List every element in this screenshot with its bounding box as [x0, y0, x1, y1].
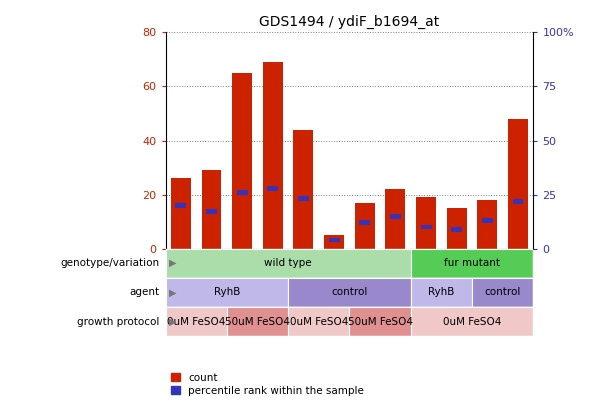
Bar [166, 249, 411, 278]
Bar [349, 307, 411, 336]
Bar [482, 218, 493, 223]
Text: RyhB: RyhB [213, 288, 240, 297]
Text: agent: agent [129, 288, 159, 297]
Text: GSM67657: GSM67657 [483, 250, 492, 300]
Bar [512, 199, 524, 204]
Text: GSM67663: GSM67663 [360, 250, 369, 300]
Bar [202, 170, 221, 249]
Bar [329, 238, 340, 243]
Text: GSM67656: GSM67656 [452, 250, 461, 300]
Bar [263, 62, 283, 249]
Text: 0uM FeSO4: 0uM FeSO4 [443, 317, 501, 326]
Bar [227, 307, 288, 336]
Bar [386, 189, 405, 249]
Bar [447, 208, 466, 249]
Text: GSM67655: GSM67655 [422, 250, 430, 300]
Bar [411, 278, 472, 307]
Bar [166, 278, 288, 307]
Bar [175, 203, 186, 208]
Text: ▶: ▶ [169, 258, 176, 268]
Bar [411, 249, 533, 278]
Text: GSM67660: GSM67660 [268, 250, 277, 300]
Bar [472, 278, 533, 307]
Bar [166, 307, 227, 336]
Text: RyhB: RyhB [428, 288, 455, 297]
Title: GDS1494 / ydiF_b1694_at: GDS1494 / ydiF_b1694_at [259, 15, 440, 29]
Text: 0uM FeSO4: 0uM FeSO4 [167, 317, 226, 326]
Bar [267, 185, 278, 190]
Bar [359, 220, 370, 225]
Bar [232, 73, 252, 249]
Text: GSM67658: GSM67658 [514, 250, 522, 300]
Bar [451, 227, 462, 232]
Text: growth protocol: growth protocol [77, 317, 159, 326]
Bar [390, 214, 401, 219]
Text: control: control [484, 288, 521, 297]
Text: GSM67659: GSM67659 [238, 250, 246, 300]
Bar [288, 307, 349, 336]
Text: GSM67651: GSM67651 [299, 250, 308, 300]
Bar [355, 203, 375, 249]
Bar [171, 178, 191, 249]
Text: 0uM FeSO4: 0uM FeSO4 [289, 317, 348, 326]
Text: GSM67648: GSM67648 [207, 250, 216, 299]
Text: GSM67647: GSM67647 [177, 250, 185, 299]
Text: wild type: wild type [264, 258, 312, 268]
Legend: count, percentile rank within the sample: count, percentile rank within the sample [170, 373, 364, 396]
Text: 50uM FeSO4: 50uM FeSO4 [225, 317, 290, 326]
Bar [294, 130, 313, 249]
Text: 50uM FeSO4: 50uM FeSO4 [348, 317, 413, 326]
Bar [324, 235, 344, 249]
Text: ▶: ▶ [169, 317, 176, 326]
Bar [237, 190, 248, 195]
Bar [206, 209, 217, 214]
Bar [288, 278, 411, 307]
Bar [508, 119, 528, 249]
Text: GSM67652: GSM67652 [330, 250, 338, 299]
Bar [411, 307, 533, 336]
Bar [416, 197, 436, 249]
Text: ▶: ▶ [169, 288, 176, 297]
Text: fur mutant: fur mutant [444, 258, 500, 268]
Bar [421, 225, 432, 230]
Bar [478, 200, 497, 249]
Text: genotype/variation: genotype/variation [60, 258, 159, 268]
Bar [298, 196, 309, 201]
Text: GSM67665: GSM67665 [391, 250, 400, 300]
Text: control: control [331, 288, 368, 297]
